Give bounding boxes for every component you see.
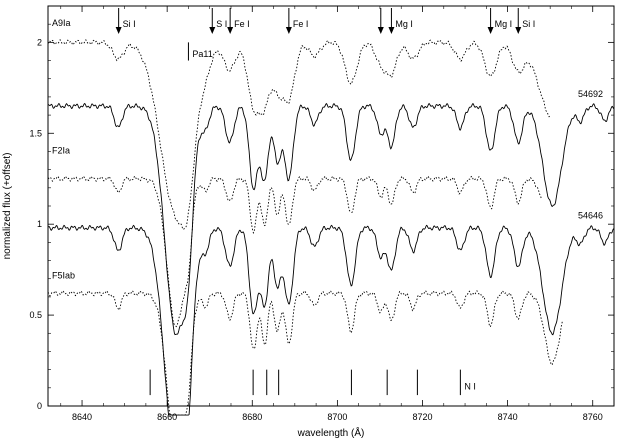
series-line-54692 [48,102,614,336]
y-tick-label: 2 [37,37,42,47]
line-arrow-label: Si I [123,19,136,29]
x-tick-label: 8760 [583,412,603,422]
series-label: 54692 [578,89,603,99]
series-label: F2Ia [52,145,70,155]
line-arrow-head [209,27,216,34]
y-tick-label: 0 [37,401,42,411]
x-tick-label: 8680 [242,412,262,422]
annotation-layer: A9Ia 54692 F2Ia 54646 F5Iab Si I S I Fe I Fe I Mg… [52,8,603,396]
line-arrow-head [115,27,122,34]
line-arrow-head [377,27,384,34]
line-arrow-head [285,27,292,34]
line-arrow-head [388,27,395,34]
line-arrow-label: Mg I [495,19,513,29]
y-tick-label: 0.5 [29,310,42,320]
series-label: 54646 [578,211,603,221]
line-arrow-head [487,27,494,34]
line-arrow-head [227,27,234,34]
x-tick-label: 8720 [412,412,432,422]
axis-ticks: 8640 8660 8680 8700 8720 8740 8760 0 0.5 1 1.5 2 [29,6,615,422]
line-arrow-head [515,27,522,34]
y-tick-label: 1 [37,219,42,229]
series-line-f2ia [47,175,542,328]
y-tick-label: 1.5 [29,128,42,138]
x-axis-label: wavelength (Å) [297,426,365,439]
plot-frame [47,5,615,407]
x-tick-label: 8640 [72,412,92,422]
line-arrow-label: Mg I [395,19,413,29]
ni-label: N I [464,382,476,392]
y-axis-label: normalized flux (+offset) [2,153,13,260]
series-label: F5Iab [52,271,75,281]
series-line-54646 [47,224,614,416]
series-line-a9ia [47,39,550,231]
line-arrow-label: Si I [522,19,535,29]
line-arrow-label: Fe I [234,19,250,29]
series-line-f5iab [47,290,563,416]
x-tick-label: 8660 [157,412,177,422]
line-arrow-label: S I [216,19,227,29]
x-tick-label: 8700 [327,412,347,422]
x-tick-label: 8740 [498,412,518,422]
line-arrow-label: Fe I [293,19,309,29]
pa-marker-label: Pa11 [192,49,212,59]
series-layer [47,39,614,416]
series-label: A9Ia [52,18,71,28]
